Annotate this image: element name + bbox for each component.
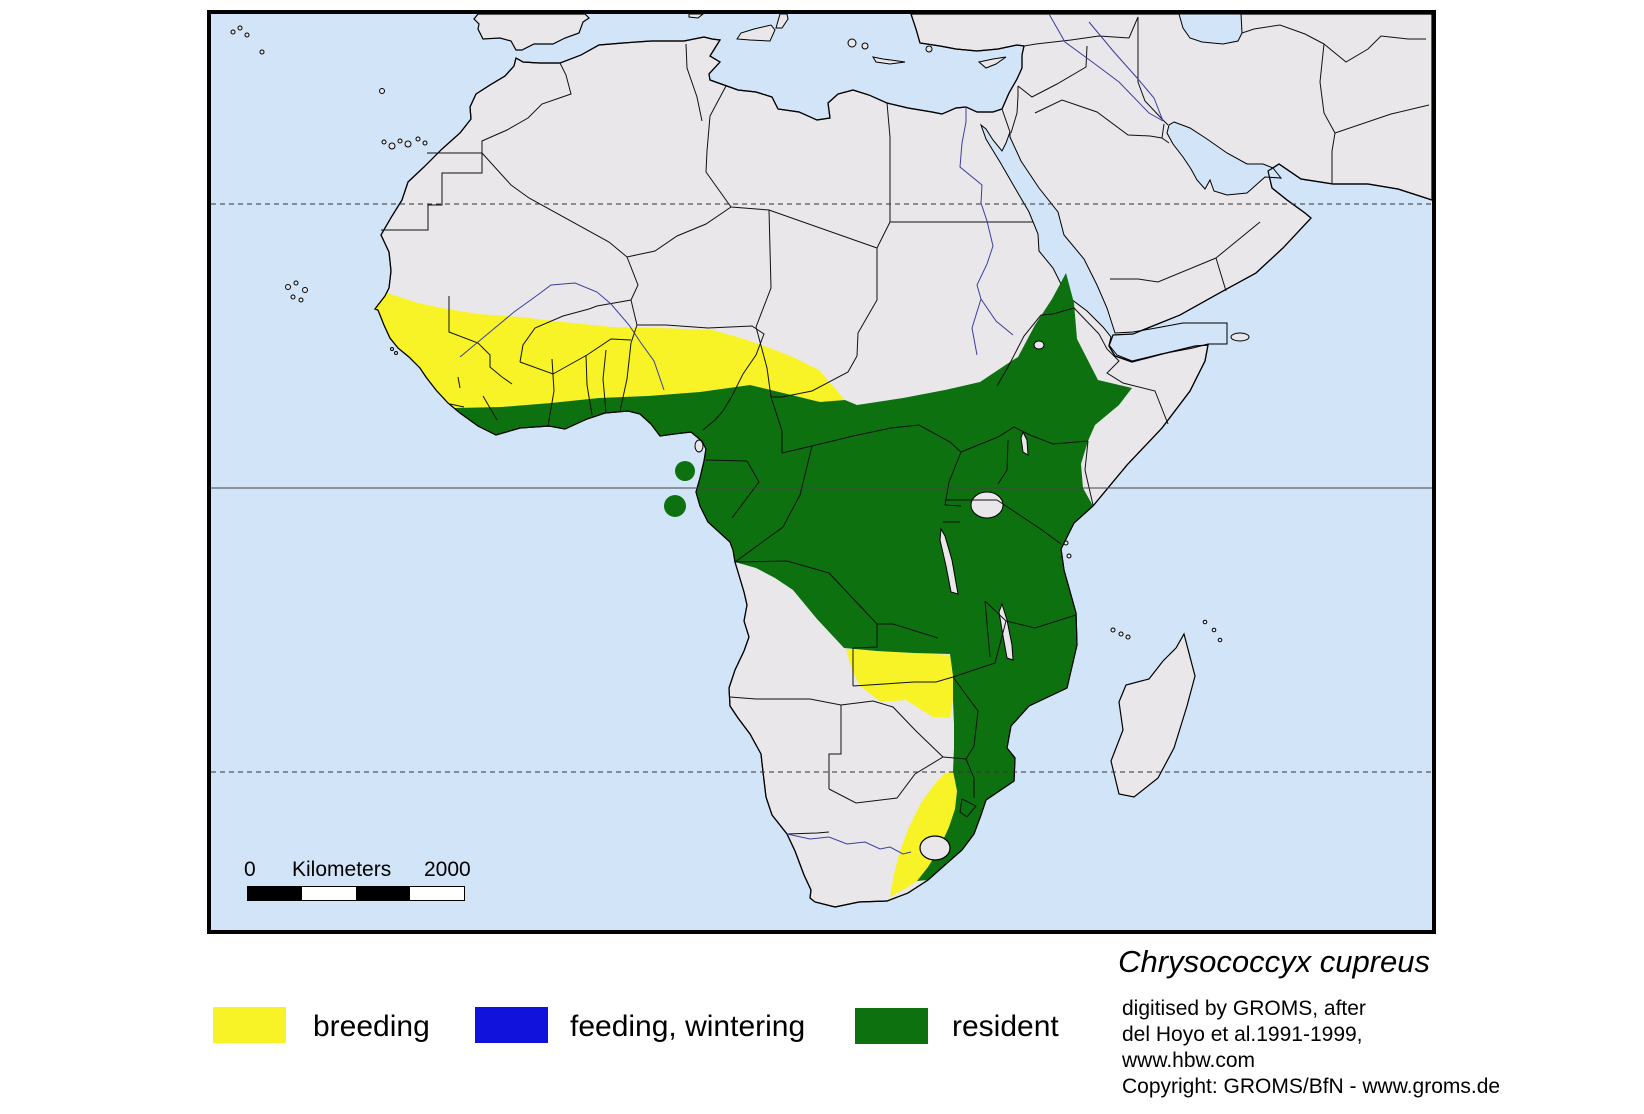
credits-block: digitised by GROMS, after del Hoyo et al… (1122, 996, 1500, 1100)
niger-river (459, 282, 665, 391)
rivers (459, 14, 1164, 855)
credits-line: Copyright: GROMS/BfN - www.groms.de (1122, 1075, 1501, 1098)
scale-start-label: 0 (244, 858, 256, 881)
red-sea-gulf-of-aden (979, 123, 1228, 362)
lake-tana (1033, 340, 1045, 350)
lake-turkana (1020, 430, 1029, 456)
inland-seas (979, 14, 1283, 362)
tigris-euphrates (1048, 14, 1164, 122)
landmass-madagascar (1110, 632, 1196, 798)
range-breeding-south-africa (890, 771, 957, 897)
mediterranean-islands (688, 14, 1007, 69)
legend-swatch-resident (855, 1008, 928, 1044)
caspian-sea (1178, 14, 1243, 45)
range-resident (455, 273, 1132, 881)
range-resident-main (455, 273, 1132, 881)
range-resident-island-dot-2 (664, 495, 686, 517)
range-breeding (375, 293, 957, 897)
scale-end-label: 2000 (424, 858, 471, 881)
lesotho (919, 835, 951, 861)
range-resident-island-dot-1 (675, 461, 695, 481)
legend-swatch-breeding (213, 1007, 286, 1043)
indian-ocean-islands (1063, 332, 1250, 643)
scale-bar-segment (248, 887, 302, 900)
species-title: Chrysococcyx cupreus (1118, 944, 1430, 979)
legend-swatch-feeding-wintering (475, 1007, 548, 1043)
orange-river (786, 833, 912, 855)
credits-line: del Hoyo et al.1991-1999, (1122, 1023, 1363, 1046)
country-borders (381, 16, 1430, 835)
scale-unit-label: Kilometers (292, 858, 392, 881)
latitude-lines (211, 203, 1432, 773)
coastline-overlay (374, 14, 1432, 908)
landmass-iberia (473, 14, 590, 51)
scale-bar-segment (302, 887, 356, 900)
legend-label-feeding-wintering: feeding, wintering (570, 1010, 806, 1043)
range-breeding-sahel (375, 293, 845, 408)
legend-label-resident: resident (952, 1010, 1059, 1043)
scale-bar (247, 886, 465, 901)
scale-bar-segment (410, 887, 464, 900)
lake-victoria (970, 491, 1004, 519)
atlantic-islands (230, 25, 428, 355)
persian-gulf (1166, 121, 1283, 196)
map-svg (211, 14, 1432, 930)
map-frame (207, 10, 1436, 934)
scale-bar-segment (356, 887, 410, 900)
range-breeding-zambia (846, 649, 953, 718)
credits-line: www.hbw.com (1122, 1049, 1256, 1072)
nile-river (959, 107, 1014, 356)
lake-tanganyika (939, 527, 959, 595)
credits-line: digitised by GROMS, after (1122, 997, 1366, 1020)
legend-label-breeding: breeding (313, 1010, 430, 1043)
bioko-island (694, 439, 704, 453)
